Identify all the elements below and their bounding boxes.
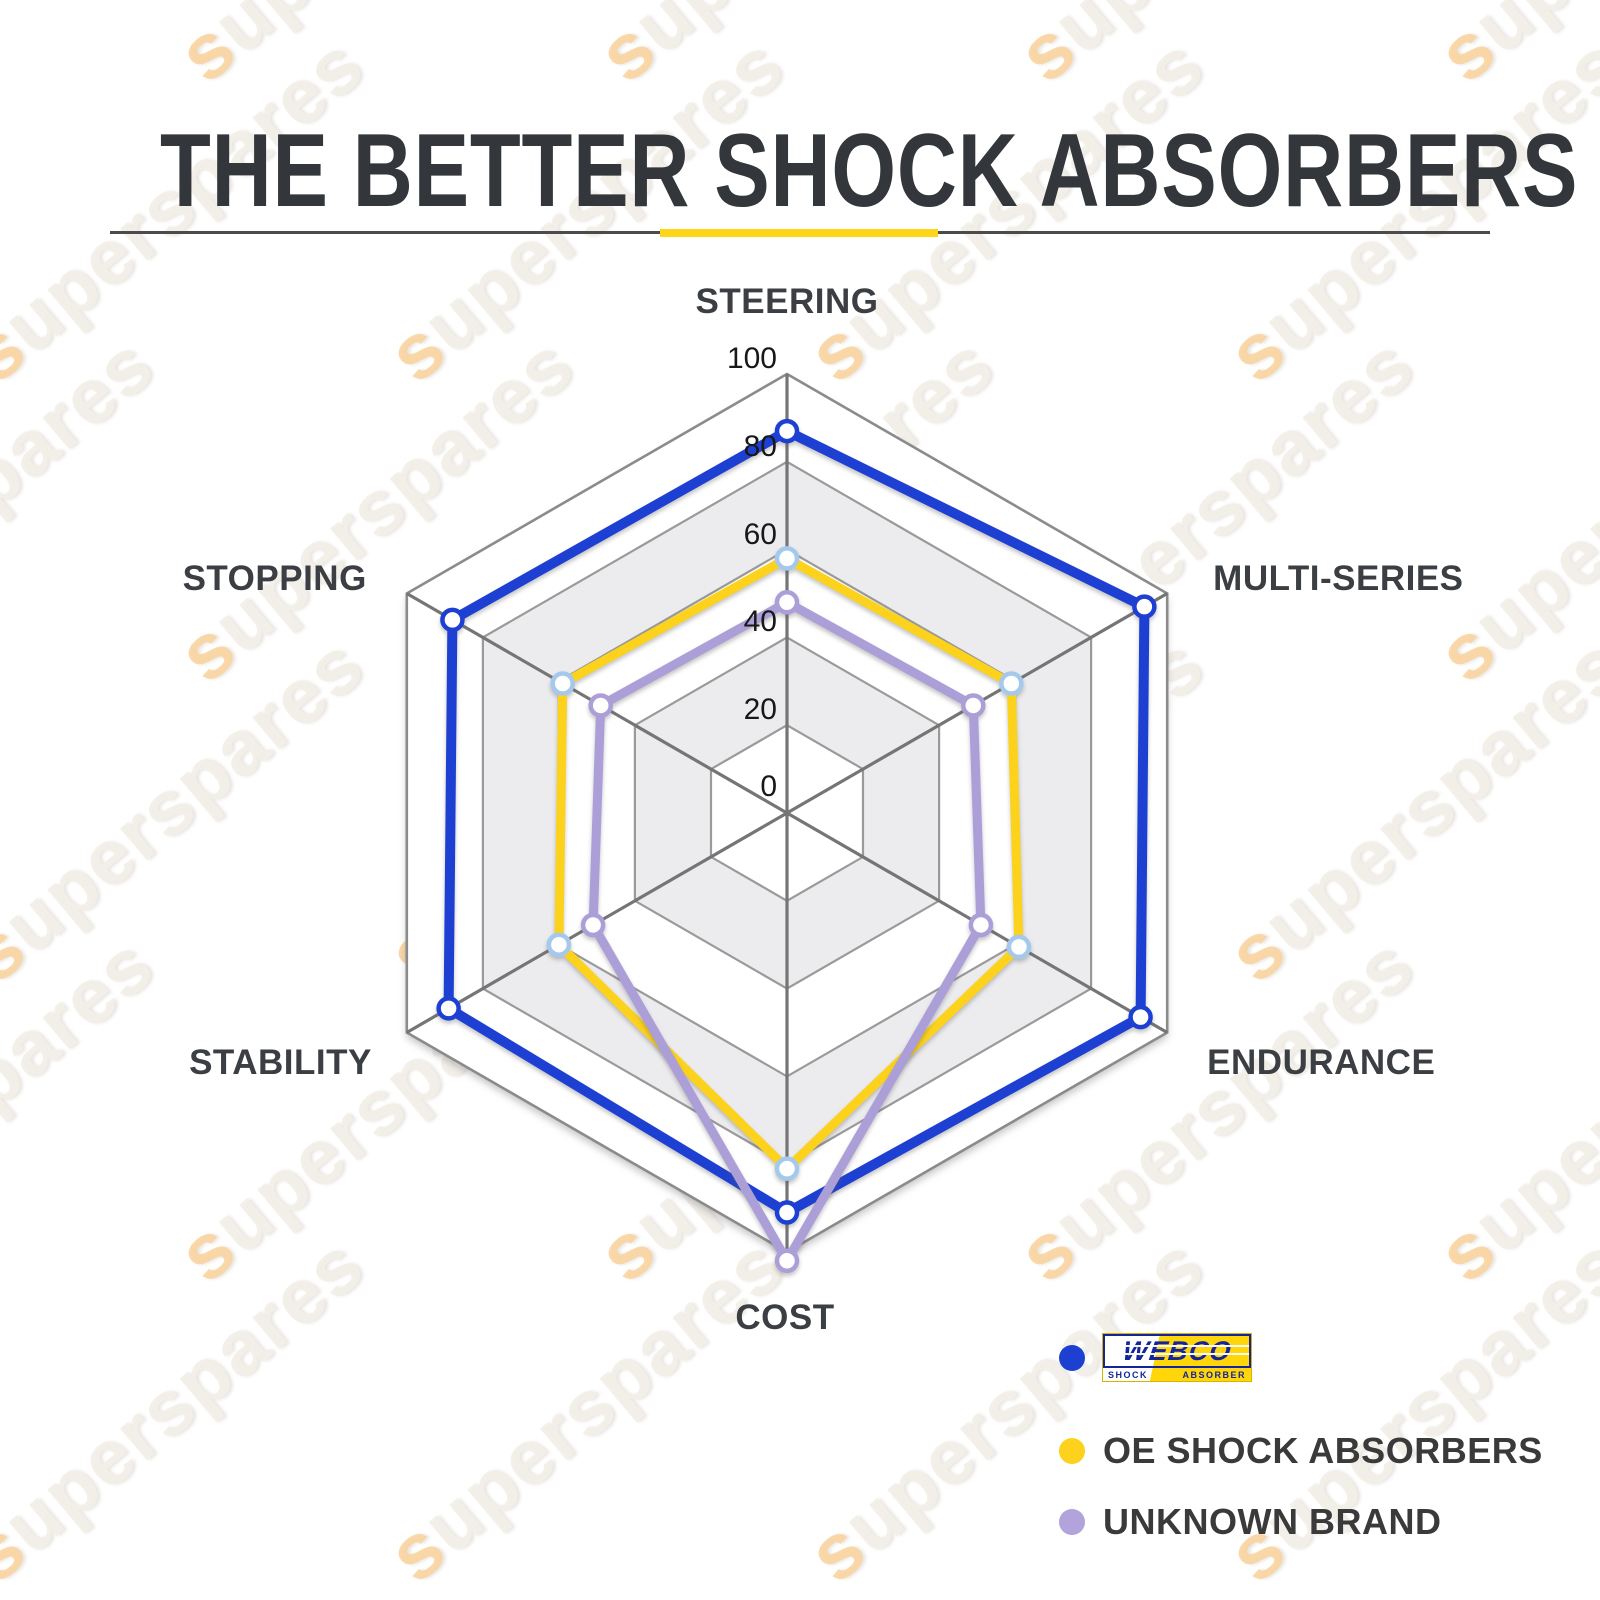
series-marker — [440, 607, 465, 633]
series-marker — [774, 1156, 800, 1181]
legend-item-oe: OE SHOCK ABSORBERS — [1059, 1430, 1543, 1472]
webco-logo-sub-right: ABSORBER — [1182, 1369, 1246, 1380]
axis-label-steering: STEERING — [695, 282, 879, 321]
series-marker — [968, 912, 994, 938]
webco-logo-stripe — [1105, 1353, 1249, 1355]
webco-logo-wordmark: WEBCO — [1103, 1334, 1251, 1368]
page-title: THE BETTER SHOCK ABSORBERS — [160, 113, 1579, 229]
legend-item-webco: WEBCO SHOCK ABSORBER — [1059, 1333, 1252, 1382]
legend-label-oe: OE SHOCK ABSORBERS — [1103, 1430, 1543, 1471]
legend-item-unknown: UNKNOWN BRAND — [1059, 1501, 1441, 1543]
radar-shaded-band — [634, 637, 940, 989]
webco-logo-sub-left: SHOCK — [1108, 1369, 1149, 1380]
series-unknown-brand — [580, 590, 994, 1274]
axis-label-stopping: STOPPING — [182, 558, 367, 598]
series-marker — [550, 671, 575, 696]
series-marker — [774, 1200, 800, 1225]
series-marker — [774, 590, 800, 615]
series-marker — [774, 1248, 800, 1274]
series-marker — [546, 932, 572, 957]
axis-label-multi-series: MULTI-SERIES — [1213, 558, 1464, 598]
series-marker — [1132, 594, 1157, 619]
series-marker — [774, 418, 800, 444]
title-divider-accent — [660, 229, 938, 237]
webco-logo-word: WEBCO — [1120, 1335, 1234, 1366]
series-oe-shock-absorbers — [546, 546, 1032, 1181]
legend-dot-unknown — [1059, 1509, 1085, 1535]
series-marker — [774, 546, 800, 571]
series-marker — [999, 671, 1024, 696]
legend-dot-oe — [1059, 1438, 1085, 1464]
axis-label-stability: STABILITY — [189, 1042, 372, 1082]
radial-tick-label: 100 — [726, 342, 777, 375]
axis-label-endurance: ENDURANCE — [1207, 1042, 1436, 1082]
radial-tick-label: 40 — [743, 605, 777, 639]
series-marker — [588, 693, 613, 718]
radial-tick-label: 60 — [743, 517, 777, 551]
series-marker — [1128, 1004, 1153, 1030]
webco-logo-subtext: SHOCK ABSORBER — [1103, 1368, 1251, 1381]
axis-label-cost: COST — [735, 1298, 835, 1337]
series-marker — [1006, 934, 1032, 960]
radial-tick-label: 20 — [743, 693, 777, 727]
series-webco-shock-absorber — [436, 418, 1157, 1225]
radial-tick-label: 80 — [743, 429, 777, 463]
series-marker — [436, 996, 461, 1021]
legend-dot-webco — [1059, 1344, 1085, 1371]
webco-logo: WEBCO SHOCK ABSORBER — [1102, 1333, 1252, 1382]
webco-logo-stripe — [1105, 1345, 1249, 1347]
radial-tick-label: 0 — [760, 770, 777, 803]
series-marker — [961, 693, 986, 718]
series-marker — [580, 912, 606, 938]
legend-label-unknown: UNKNOWN BRAND — [1103, 1501, 1442, 1542]
